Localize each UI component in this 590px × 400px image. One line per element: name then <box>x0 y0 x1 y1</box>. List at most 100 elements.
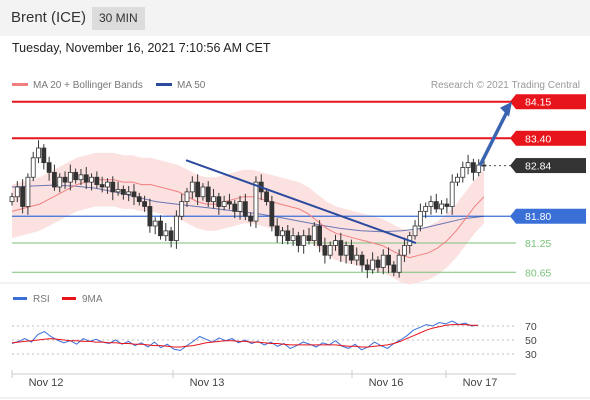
candle-body <box>311 225 317 241</box>
candle-body <box>370 259 376 271</box>
candle-body <box>264 191 269 203</box>
candle-body <box>78 174 84 181</box>
candle-body <box>375 259 381 268</box>
candle-body <box>354 254 360 261</box>
level-label-pointer <box>510 130 516 146</box>
rsi-tick-label: 30 <box>525 349 537 361</box>
ma20-swatch <box>12 82 28 86</box>
candle-body <box>142 201 147 207</box>
candle-body <box>439 203 444 210</box>
candle-body <box>428 201 434 207</box>
candle-body <box>253 181 259 222</box>
candle-body <box>211 196 216 203</box>
candle-body <box>343 245 349 256</box>
candle-body <box>62 176 68 183</box>
rsi-ma-line <box>11 324 478 348</box>
candle-body <box>449 181 455 207</box>
candle-body <box>386 254 391 266</box>
candle-body <box>195 181 201 198</box>
candle-body <box>476 164 482 173</box>
candle-body <box>158 220 163 237</box>
level-label: 84.15 <box>525 97 551 109</box>
candle-body <box>36 147 41 159</box>
x-axis-label: Nov 13 <box>190 377 225 389</box>
level-label-pointer <box>510 94 516 110</box>
candle-body <box>359 254 365 266</box>
rsi-line <box>11 320 479 352</box>
candle-body <box>306 235 312 241</box>
candle-body <box>110 181 116 193</box>
ma50-legend: MA 50 <box>156 80 205 91</box>
candle-body <box>317 225 322 246</box>
candle-body <box>227 201 232 205</box>
candle-body <box>444 203 450 207</box>
candle-body <box>460 167 466 178</box>
candle-body <box>364 264 370 271</box>
candle-body <box>163 230 169 237</box>
candle-body <box>131 191 137 198</box>
candle-body <box>349 245 354 261</box>
level-label-bg <box>516 158 586 174</box>
candle-body <box>179 201 185 217</box>
candle-body <box>67 171 73 183</box>
candle-body <box>301 235 307 246</box>
candle-body <box>9 196 15 203</box>
candle-body <box>285 230 291 241</box>
candle-body <box>242 201 248 217</box>
rsi-legend-label: RSI <box>33 294 50 305</box>
bollinger-band <box>12 152 484 285</box>
x-axis-label: Nov 12 <box>29 377 64 389</box>
candle-body <box>105 181 110 188</box>
timeframe-button[interactable]: 30 MIN <box>92 7 145 30</box>
projection-arrow <box>478 108 510 167</box>
candle-body <box>391 264 397 273</box>
candle-body <box>115 189 121 193</box>
ma20-legend-label: MA 20 + Bollinger Bands <box>33 80 143 91</box>
candle-body <box>184 191 190 203</box>
candle-body <box>89 176 94 183</box>
rsi-ma-swatch <box>62 297 76 300</box>
candle-body <box>200 186 206 198</box>
candle-body <box>147 206 153 227</box>
chart-header: Brent (ICE) 30 MIN <box>0 0 590 36</box>
candle-body <box>402 245 407 256</box>
rsi-tick-label: 50 <box>525 335 537 347</box>
level-label: 80.65 <box>525 267 551 279</box>
candle-body <box>136 196 142 203</box>
candle-body <box>126 191 132 195</box>
candle-body <box>94 176 100 185</box>
projection-arrow-head <box>500 101 512 117</box>
level-label-bg <box>516 94 586 110</box>
candle-body <box>237 201 243 212</box>
candle-body <box>20 186 26 207</box>
level-label: 83.40 <box>525 133 551 145</box>
candle-body <box>396 254 402 273</box>
candle-body <box>280 230 285 237</box>
level-label: 81.80 <box>525 211 551 223</box>
rsi-swatch <box>13 297 27 300</box>
instrument-title: Brent (ICE) <box>11 9 87 26</box>
candle-body <box>423 206 429 212</box>
candle-body <box>433 201 439 210</box>
candle-body <box>470 162 476 173</box>
candle-body <box>465 162 471 168</box>
level-label-bg <box>516 130 586 146</box>
candle-body <box>46 162 52 173</box>
ma50-legend-label: MA 50 <box>177 80 206 91</box>
candle-body <box>120 189 126 195</box>
candle-body <box>216 196 222 207</box>
level-label: 81.25 <box>525 238 551 250</box>
candle-body <box>57 176 63 188</box>
candle-body <box>83 174 89 183</box>
candle-body <box>248 215 254 222</box>
candle-body <box>455 176 460 183</box>
rsi-legend: RSI 9MA <box>13 294 103 305</box>
candle-body <box>290 235 296 241</box>
candle-body <box>380 254 386 268</box>
ma50-line <box>11 184 485 233</box>
candle-body <box>269 201 275 227</box>
candle-body <box>41 147 47 164</box>
candle-body <box>333 240 338 246</box>
candle-body <box>25 176 31 207</box>
